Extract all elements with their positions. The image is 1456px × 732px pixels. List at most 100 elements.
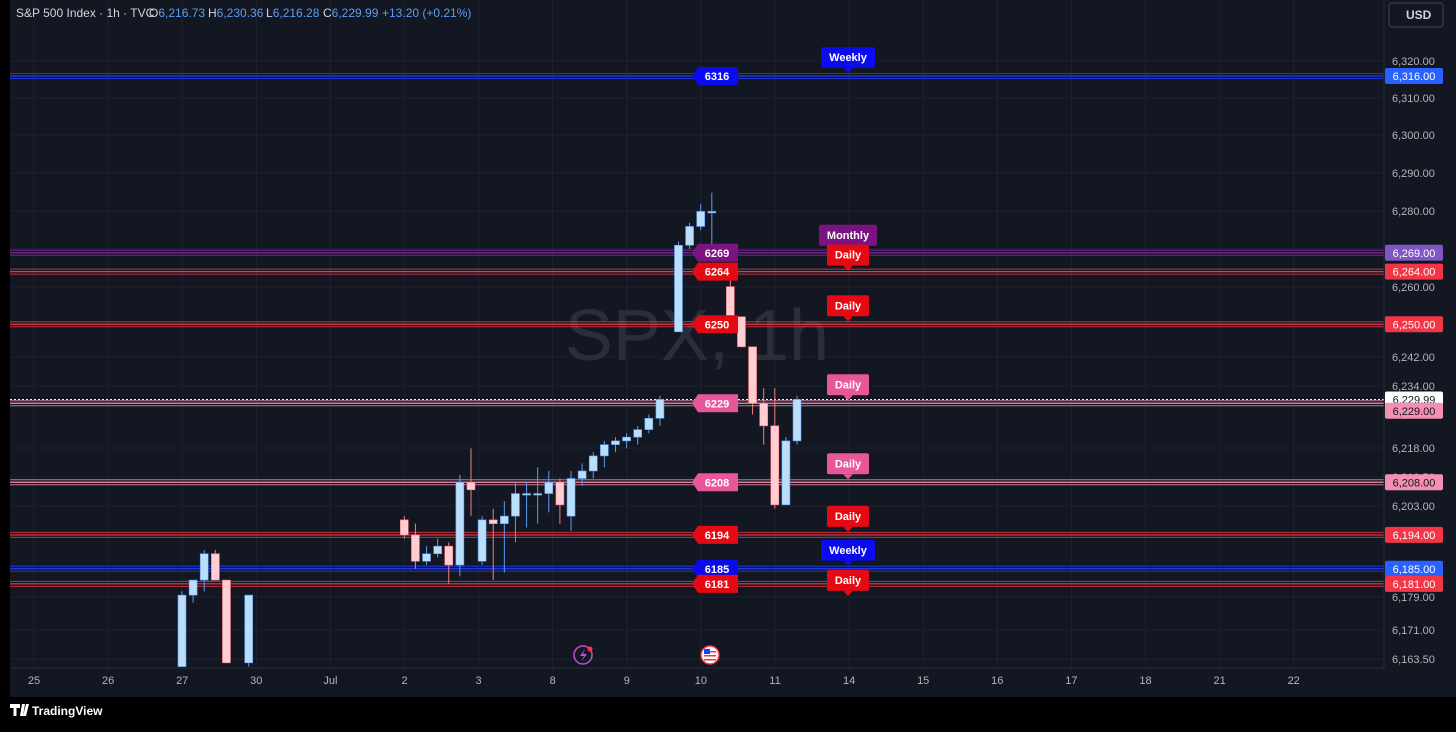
- level-price-tag-6194[interactable]: 6194: [692, 525, 738, 544]
- x-tick-label: 9: [624, 675, 630, 687]
- candle[interactable]: [644, 414, 654, 434]
- candle[interactable]: [674, 241, 683, 333]
- level-timeframe-tag-weekly[interactable]: Weekly: [821, 539, 875, 566]
- svg-text:6,208.00: 6,208.00: [1393, 477, 1436, 489]
- y-tick-label: 6,280.00: [1392, 206, 1435, 218]
- svg-text:6,229.00: 6,229.00: [1393, 406, 1436, 418]
- y-tick-label: 6,260.00: [1392, 282, 1435, 294]
- x-tick-label: 14: [843, 675, 855, 687]
- y-tick-label: 6,218.00: [1392, 443, 1435, 455]
- candle[interactable]: [411, 523, 420, 569]
- svg-text:Daily: Daily: [835, 575, 862, 587]
- level-price-tag-6250[interactable]: 6250: [692, 315, 738, 334]
- y-tick-label: 6,242.00: [1392, 352, 1435, 364]
- candle[interactable]: [577, 463, 587, 487]
- y-tick-label: 6,290.00: [1392, 168, 1435, 180]
- candle[interactable]: [588, 452, 598, 479]
- candle[interactable]: [188, 579, 198, 603]
- lightning-icon[interactable]: [573, 645, 593, 665]
- candle[interactable]: [444, 542, 454, 584]
- candle[interactable]: [566, 470, 576, 532]
- candle[interactable]: [455, 474, 465, 577]
- candle[interactable]: [781, 437, 791, 506]
- axis-price-label: 6,194.00: [1385, 526, 1443, 543]
- us-flag-icon[interactable]: [700, 645, 720, 665]
- candle[interactable]: [244, 594, 253, 667]
- candle[interactable]: [522, 482, 531, 528]
- svg-text:Daily: Daily: [835, 379, 862, 391]
- svg-text:6208: 6208: [705, 477, 729, 489]
- candle[interactable]: [696, 203, 706, 231]
- svg-text:Monthly: Monthly: [827, 230, 870, 242]
- candle[interactable]: [477, 516, 487, 566]
- x-tick-label: 30: [250, 675, 262, 687]
- candle[interactable]: [544, 470, 554, 513]
- candle[interactable]: [466, 448, 476, 517]
- candle[interactable]: [211, 549, 220, 581]
- svg-text:6194: 6194: [705, 530, 730, 542]
- candle[interactable]: [600, 440, 609, 468]
- candle[interactable]: [707, 192, 717, 246]
- svg-text:6,316.00: 6,316.00: [1393, 71, 1436, 83]
- svg-text:6316: 6316: [705, 71, 729, 83]
- axis-price-label: 6,208.00: [1385, 474, 1443, 491]
- time-axis-ticks[interactable]: 25 26 27 30 Jul 2 3 8 9 10 11 14 15 16 17 18 21 22: [28, 675, 1300, 687]
- level-price-tag-6208[interactable]: 6208: [692, 473, 738, 492]
- candle[interactable]: [500, 501, 509, 573]
- candle[interactable]: [685, 222, 694, 250]
- grid-layer: [10, 0, 1384, 668]
- level-badges: 6316 Weekly 6269 Monthly 6264 Daily 6250 Daily 6…: [692, 47, 877, 596]
- price-labels: 6,316.006,269.006,264.006,250.006,229.99…: [1385, 68, 1443, 592]
- candle[interactable]: [222, 579, 231, 664]
- candle[interactable]: [555, 478, 565, 524]
- x-tick-label: 2: [401, 675, 407, 687]
- level-timeframe-tag-daily[interactable]: Daily: [827, 453, 869, 480]
- level-price-tag-6229[interactable]: 6229: [692, 394, 738, 413]
- level-timeframe-tag-daily[interactable]: Daily: [827, 295, 869, 322]
- candle[interactable]: [511, 482, 520, 543]
- level-price-tag-6264[interactable]: 6264: [692, 262, 738, 281]
- currency-button-label: USD: [1406, 8, 1432, 22]
- candle[interactable]: [792, 395, 802, 445]
- svg-text:6,264.00: 6,264.00: [1393, 267, 1436, 279]
- axis-price-label: 6,316.00: [1385, 68, 1443, 84]
- svg-text:6269: 6269: [705, 248, 729, 260]
- candle[interactable]: [737, 316, 746, 348]
- candle[interactable]: [399, 516, 409, 539]
- level-timeframe-tag-weekly[interactable]: Weekly: [821, 47, 875, 73]
- candle[interactable]: [422, 546, 431, 566]
- level-timeframe-tag-daily[interactable]: Daily: [827, 569, 869, 596]
- candle[interactable]: [748, 346, 757, 415]
- level-price-tag-6269[interactable]: 6269: [692, 243, 738, 262]
- level-price-tag-6316[interactable]: 6316: [692, 67, 738, 85]
- level-price-tag-6185[interactable]: 6185: [692, 559, 738, 578]
- candle[interactable]: [633, 425, 643, 445]
- footer-brand[interactable]: TradingView: [10, 704, 103, 718]
- svg-text:6264: 6264: [705, 267, 730, 279]
- price-axis[interactable]: [1384, 0, 1456, 668]
- candle[interactable]: [533, 467, 542, 524]
- level-price-tag-6181[interactable]: 6181: [692, 574, 738, 593]
- candle[interactable]: [611, 437, 620, 453]
- level-timeframe-tag-daily[interactable]: Daily: [827, 505, 869, 532]
- y-tick-label: 6,203.00: [1392, 501, 1435, 513]
- x-tick-label: 22: [1288, 675, 1300, 687]
- candle[interactable]: [199, 549, 209, 592]
- candle[interactable]: [177, 591, 187, 667]
- x-tick-label: 3: [476, 675, 482, 687]
- level-timeframe-tag-daily[interactable]: Daily: [827, 374, 869, 401]
- level-timeframe-tag-daily[interactable]: Daily: [827, 244, 869, 271]
- candle[interactable]: [433, 538, 442, 558]
- candles-layer: [177, 192, 802, 667]
- candle[interactable]: [622, 433, 631, 449]
- axis-price-label: 6,181.00: [1385, 575, 1443, 592]
- ohlc-high: H6,230.36: [208, 6, 264, 20]
- tradingview-logo-icon: [10, 704, 29, 716]
- candle[interactable]: [770, 388, 780, 509]
- candle[interactable]: [488, 508, 498, 581]
- currency-button[interactable]: USD: [1388, 2, 1444, 28]
- candle[interactable]: [655, 395, 665, 426]
- x-tick-label: 16: [991, 675, 1003, 687]
- y-tick-label: 6,179.00: [1392, 592, 1435, 604]
- candle[interactable]: [759, 388, 768, 445]
